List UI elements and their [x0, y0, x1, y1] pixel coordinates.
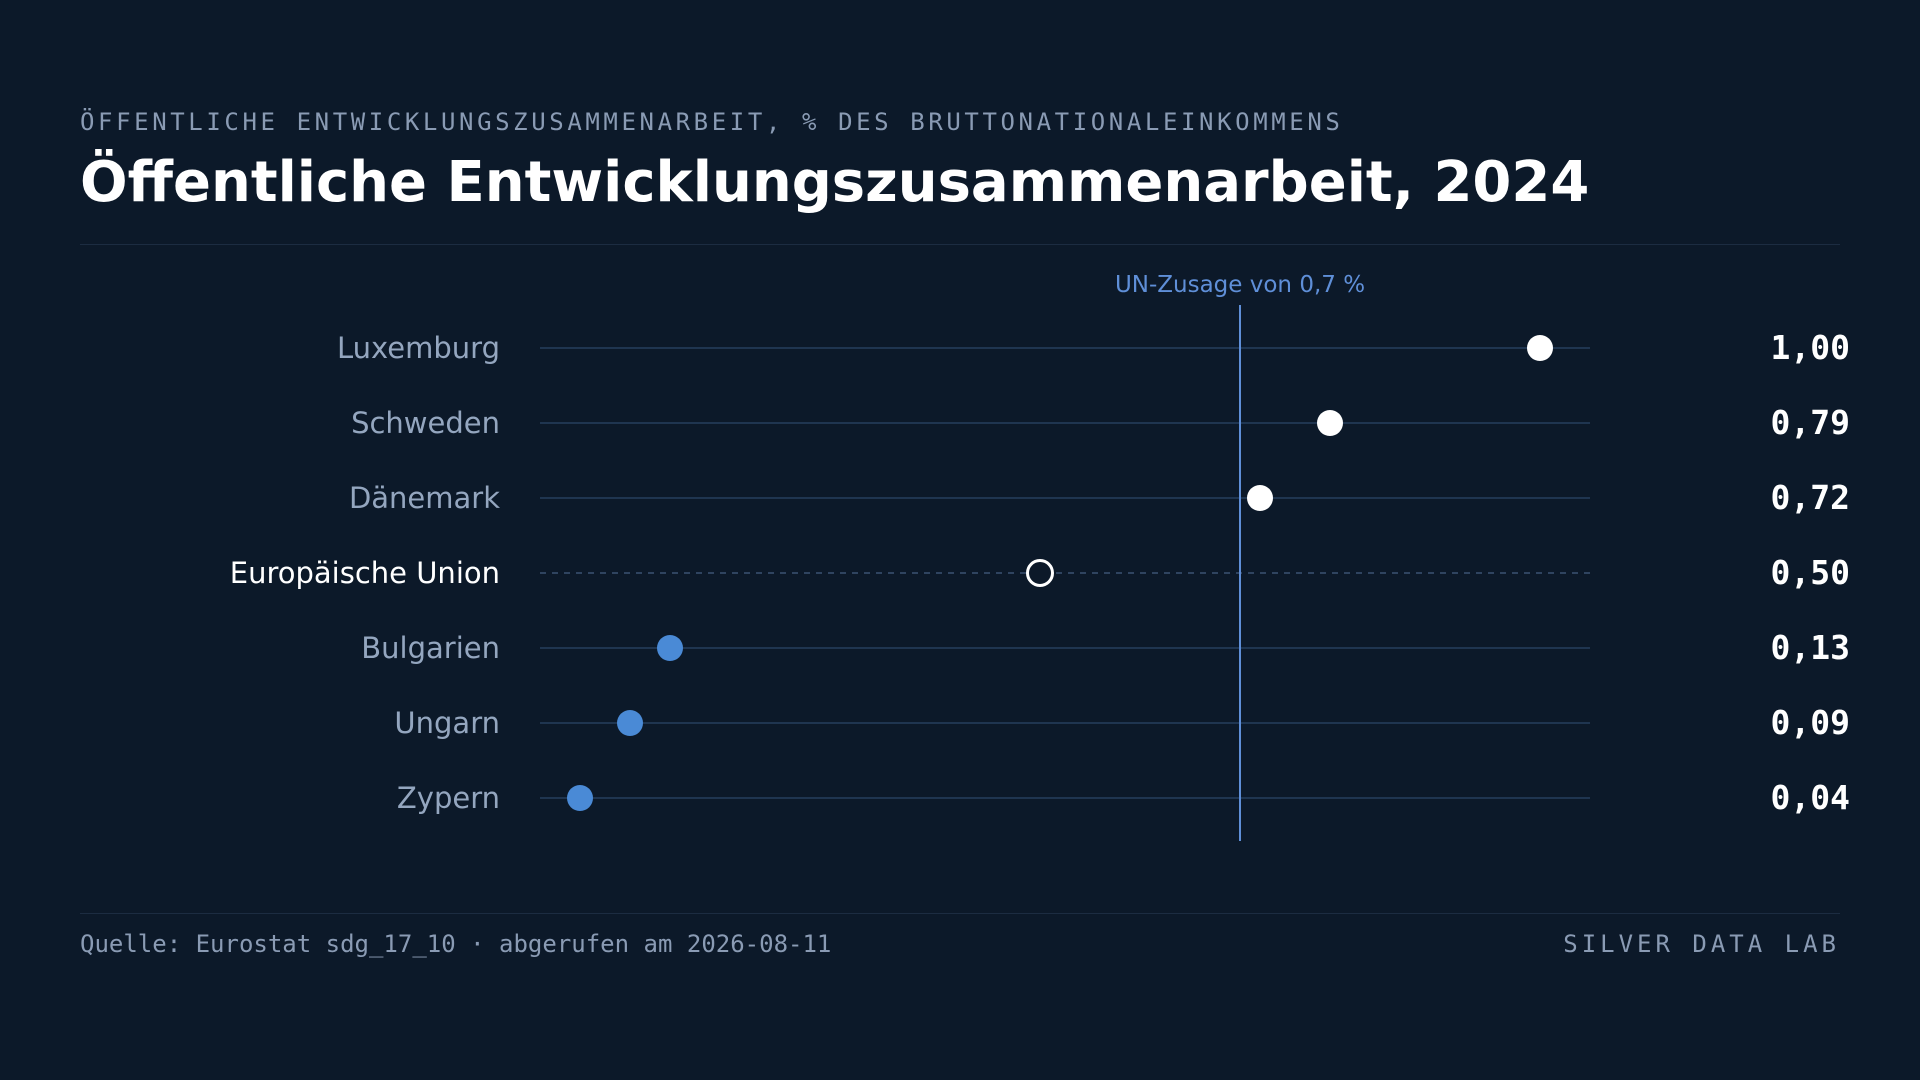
value-label: 0,50 [1771, 553, 1850, 592]
chart-title: Öffentliche Entwicklungszusammenarbeit, … [80, 150, 1590, 215]
data-point [657, 635, 683, 661]
value-label: 0,09 [1771, 703, 1850, 742]
value-label: 0,13 [1771, 628, 1850, 667]
chart-eyebrow: ÖFFENTLICHE ENTWICKLUNGSZUSAMMENARBEIT, … [80, 108, 1344, 136]
dot-plot: UN-Zusage von 0,7 % Luxemburg 1,00 Schweden… [230, 272, 1850, 841]
reference-line-label: UN-Zusage von 0,7 % [1115, 272, 1365, 298]
value-label: 0,04 [1771, 778, 1850, 817]
data-point [1247, 485, 1273, 511]
category-label: Ungarn [394, 706, 500, 740]
category-label: Luxemburg [337, 331, 500, 365]
data-point [1527, 335, 1553, 361]
data-point [617, 710, 643, 736]
header-divider [80, 244, 1840, 245]
value-label: 0,72 [1771, 478, 1850, 517]
source-note: Quelle: Eurostat sdg_17_10 · abgerufen a… [80, 930, 832, 958]
category-label: Schweden [351, 406, 500, 440]
data-point [1317, 410, 1343, 436]
category-label: Dänemark [349, 481, 500, 515]
category-label: Zypern [397, 781, 500, 815]
data-point [567, 785, 593, 811]
data-point-aggregate [1026, 559, 1054, 587]
value-label: 1,00 [1771, 328, 1850, 367]
brand-label: SILVER DATA LAB [1563, 930, 1840, 958]
category-label: Europäische Union [230, 556, 500, 590]
value-label: 0,79 [1771, 403, 1850, 442]
category-label: Bulgarien [361, 631, 500, 665]
footer-divider [80, 913, 1840, 914]
